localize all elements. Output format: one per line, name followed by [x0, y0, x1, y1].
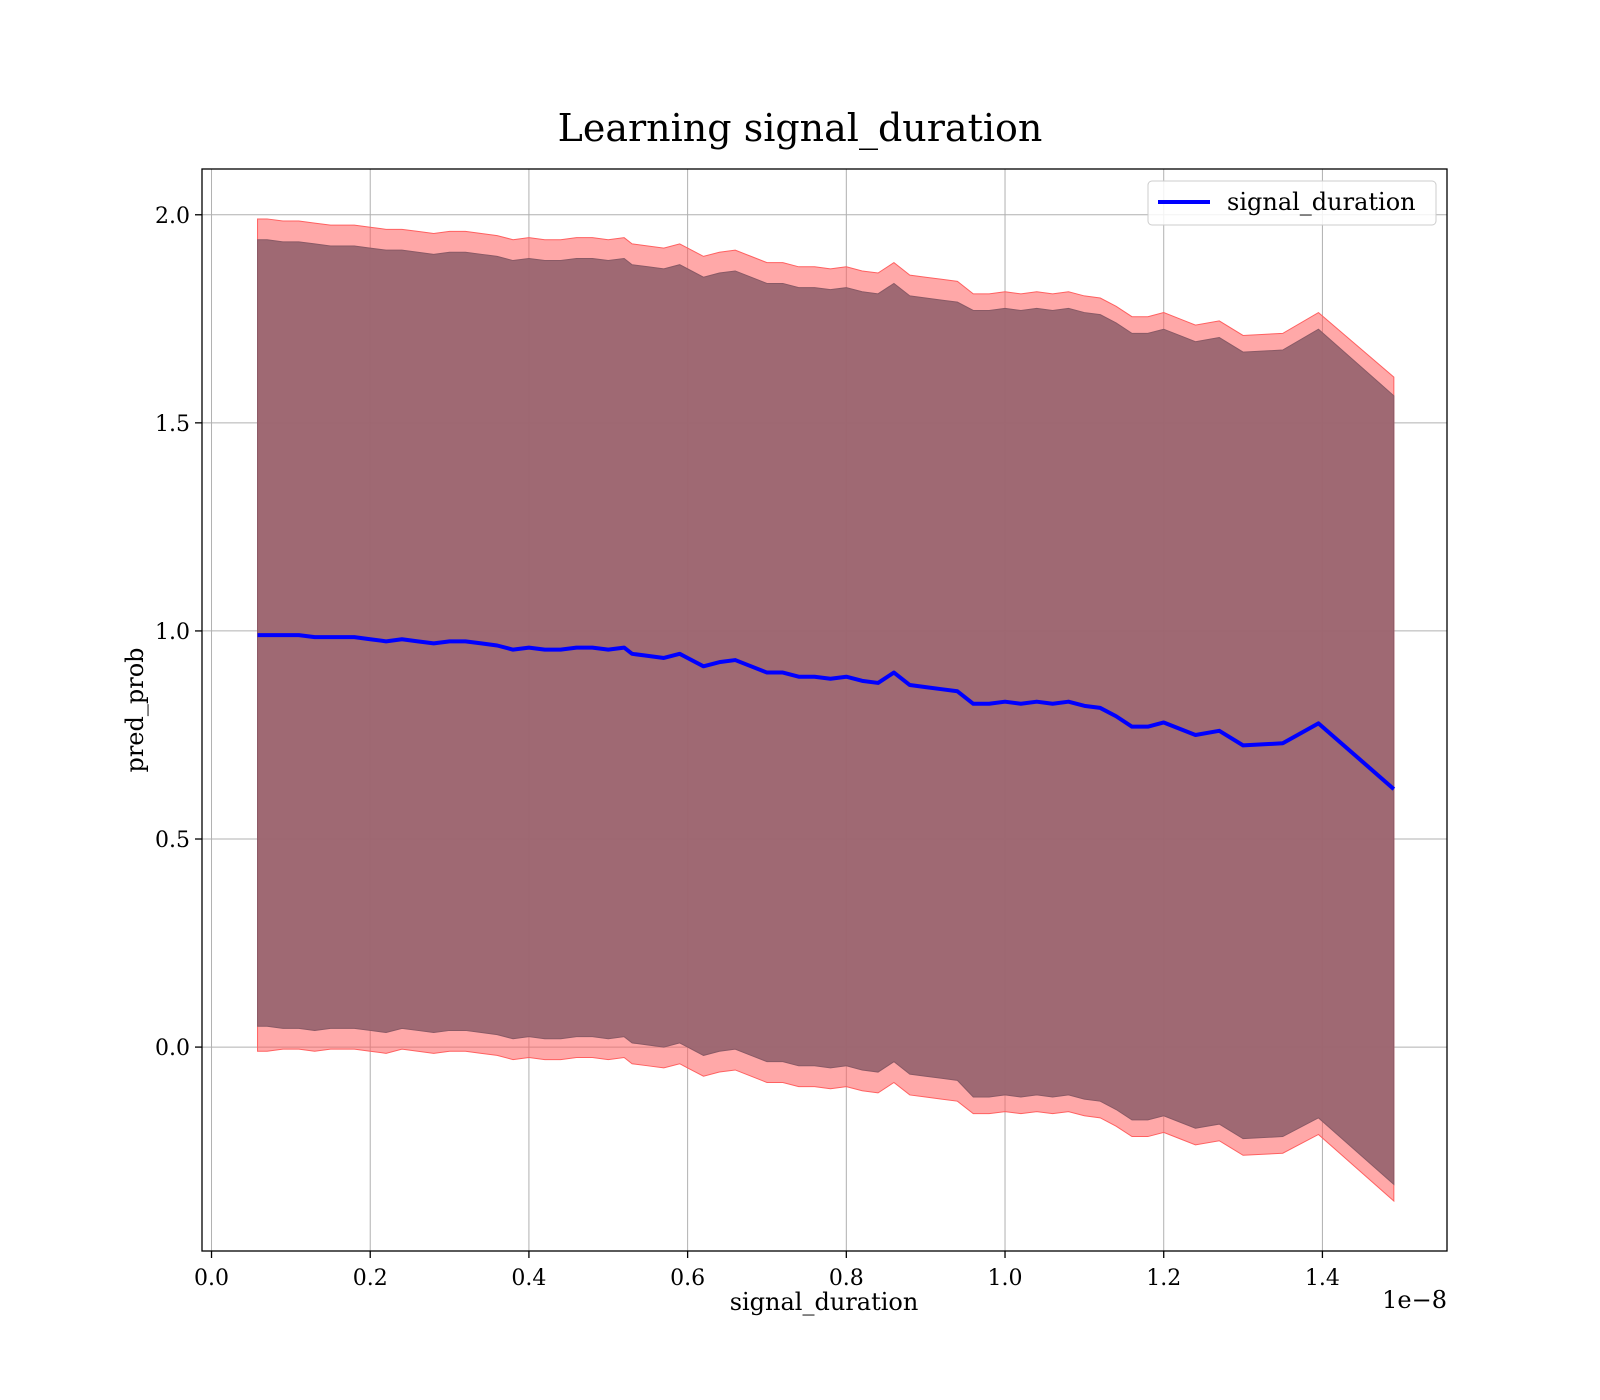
- x-offset-text: 1e−8: [1382, 1286, 1447, 1314]
- chart-title: Learning signal_duration: [558, 106, 1043, 151]
- x-tick-label: 0.4: [511, 1266, 546, 1291]
- legend: signal_duration: [1147, 180, 1437, 226]
- x-axis-label: signal_duration: [730, 1288, 919, 1316]
- confidence-bands: [257, 218, 1395, 1203]
- series-line-signal-duration: [257, 633, 1396, 791]
- x-tick-label: 0.6: [670, 1266, 705, 1291]
- plot-frame: [201, 168, 1448, 1252]
- series-lines: [257, 633, 1396, 791]
- legend-label: signal_duration: [1227, 188, 1416, 216]
- x-tick-label: 1.4: [1305, 1266, 1340, 1291]
- y-tick-label: 1.5: [155, 412, 190, 437]
- x-tick-label: 1.2: [1146, 1266, 1181, 1291]
- legend-box: [1147, 180, 1437, 226]
- x-tick-label: 0.0: [194, 1266, 229, 1291]
- x-tick-label: 0.2: [353, 1266, 388, 1291]
- y-tick-label: 1.0: [155, 620, 190, 645]
- x-tick-label: 0.8: [829, 1266, 864, 1291]
- y-tick-label: 2.0: [155, 204, 190, 229]
- y-axis-ticks: 0.0 0.5 1.0 1.5 2.0: [155, 204, 202, 1061]
- x-axis-ticks: 0.0 0.2 0.4 0.6 0.8 1.0 1.2 1.4: [194, 1251, 1340, 1291]
- y-tick-label: 0.0: [155, 1036, 190, 1061]
- x-tick-label: 1.0: [988, 1266, 1023, 1291]
- inner-band: [257, 239, 1395, 1186]
- y-tick-label: 0.5: [155, 828, 190, 853]
- y-axis-label: pred_prob: [121, 647, 149, 772]
